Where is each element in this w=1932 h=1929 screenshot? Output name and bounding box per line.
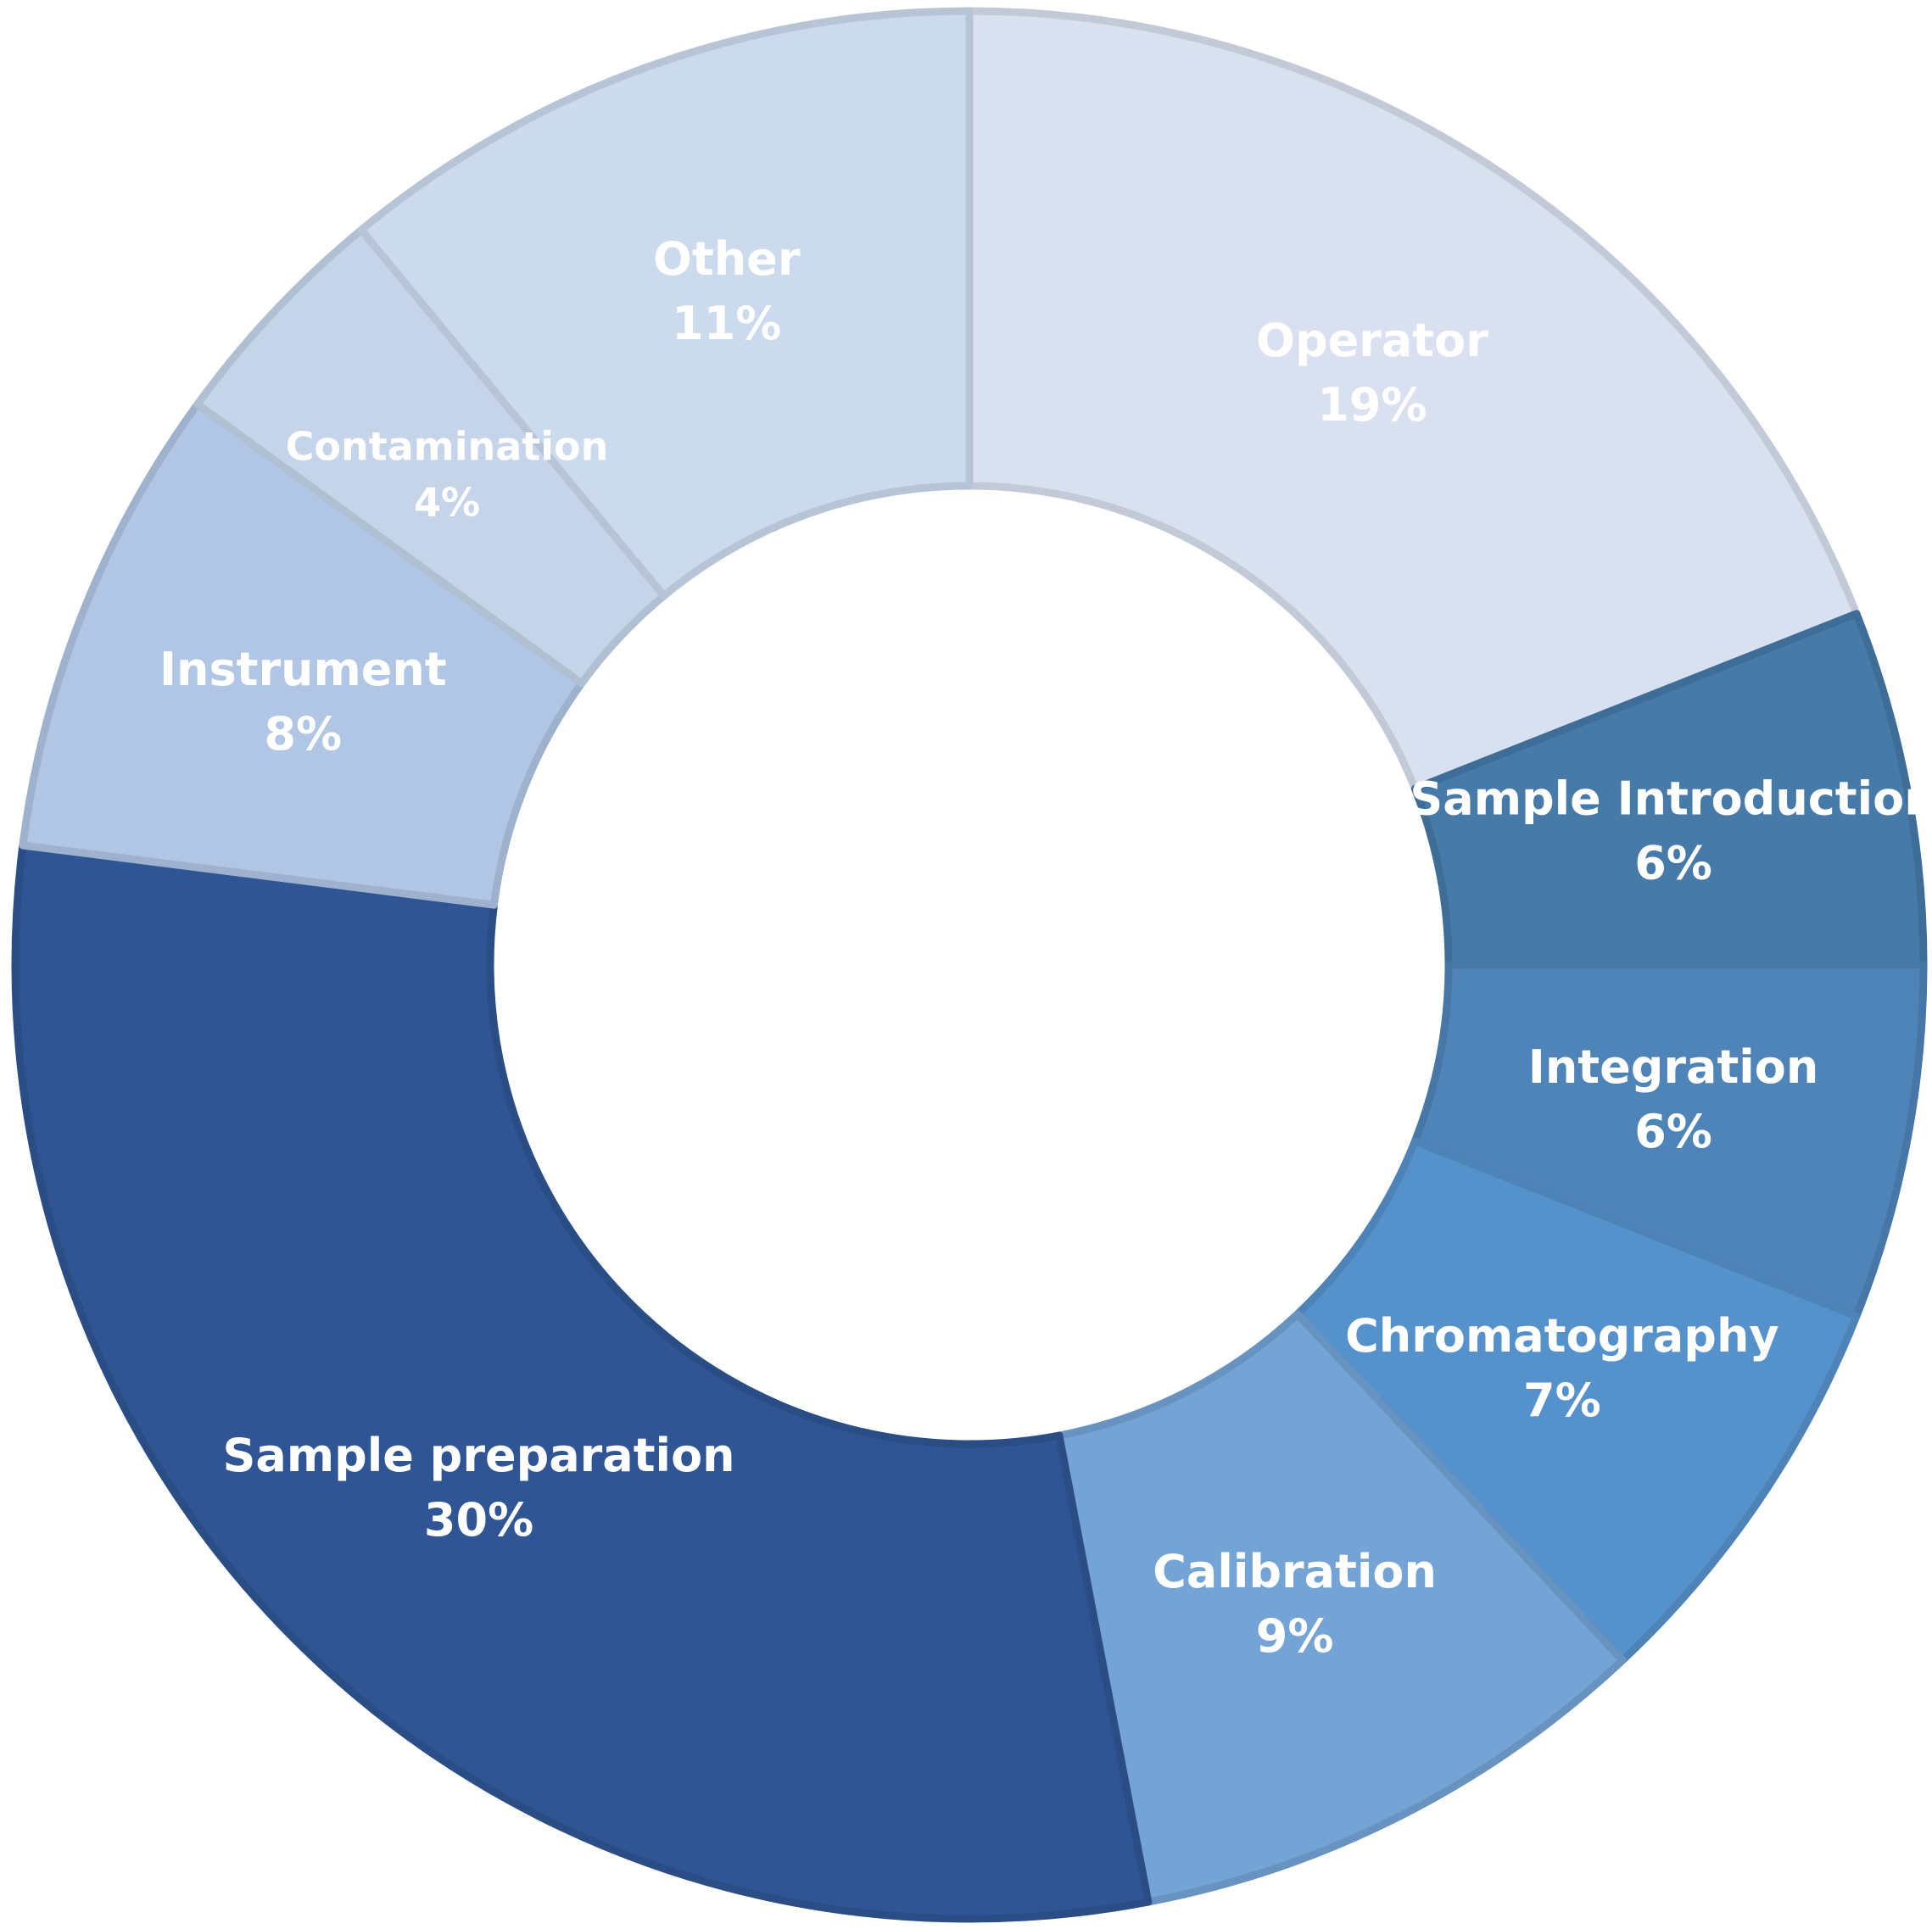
slice-operator bbox=[965, 7, 1861, 793]
slice-value-chromatography: 7% bbox=[1523, 1374, 1601, 1427]
slice-label-contamination: Contamination bbox=[286, 424, 609, 470]
slice-label-calibration: Calibration bbox=[1153, 1545, 1437, 1598]
slice-label-integration: Integration bbox=[1528, 1040, 1819, 1094]
slice-other bbox=[357, 7, 974, 600]
slice-value-contamination: 4% bbox=[414, 480, 480, 526]
labels-layer: Operator 19% Sample Introduction 6% Integrat… bbox=[159, 232, 1932, 1663]
slice-label-instrument: Instrument bbox=[159, 643, 447, 696]
slice-sample-introduction bbox=[1410, 610, 1928, 969]
slice-value-instrument: 8% bbox=[264, 707, 342, 761]
slice-instrument bbox=[19, 400, 586, 909]
slice-label-sample-preparation: Sample preparation bbox=[222, 1429, 734, 1482]
slices-layer bbox=[11, 7, 1928, 1923]
slice-value-operator: 19% bbox=[1317, 378, 1427, 432]
slice-label-other: Other bbox=[653, 232, 801, 286]
slice-integration bbox=[1410, 961, 1928, 1320]
slice-label-operator: Operator bbox=[1256, 314, 1488, 367]
slice-value-calibration: 9% bbox=[1256, 1609, 1334, 1663]
slice-calibration bbox=[1055, 1310, 1627, 1906]
slice-sample-preparation bbox=[11, 841, 1153, 1923]
slice-value-sample-preparation: 30% bbox=[424, 1493, 533, 1547]
slice-label-sample-introduction: Sample Introduction bbox=[1410, 772, 1932, 826]
slice-label-chromatography: Chromatography bbox=[1345, 1309, 1778, 1363]
slice-chromatography bbox=[1293, 1137, 1861, 1664]
slice-value-integration: 6% bbox=[1634, 1105, 1712, 1158]
slice-value-sample-introduction: 6% bbox=[1634, 837, 1712, 890]
slice-value-other: 11% bbox=[672, 297, 781, 350]
